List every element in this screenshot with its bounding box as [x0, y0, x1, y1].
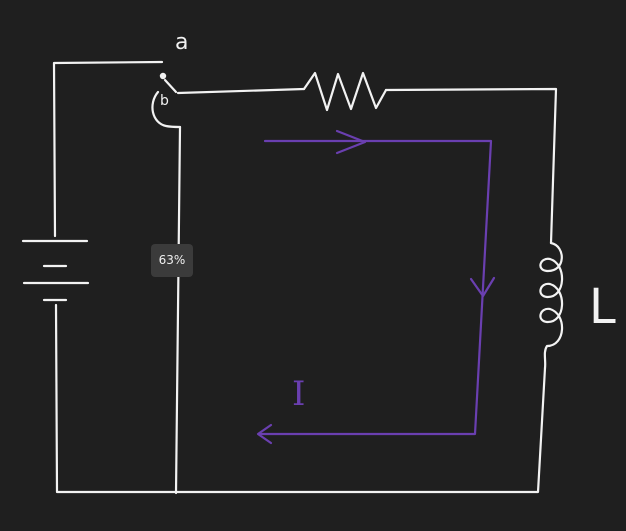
inductor-coil [539, 241, 564, 370]
switch-terminal-a [159, 72, 167, 80]
switch-blade [163, 78, 178, 94]
current-path [258, 139, 493, 436]
switch [151, 72, 182, 129]
inductor-label: L [589, 279, 616, 335]
zoom-level-badge: 63% [151, 244, 193, 277]
battery-to-switch-a-wire [52, 60, 164, 238]
switch-terminal-a-label: a [175, 30, 188, 55]
switch-terminal-b-label: b [160, 93, 169, 109]
current-label: I [292, 374, 305, 414]
current-loop [256, 129, 496, 445]
switch-b-to-resistor-wire [176, 87, 306, 95]
switch-bypass-wire [174, 125, 182, 495]
current-arrow-top [335, 129, 367, 155]
switch-terminal-b-hook [151, 90, 182, 129]
current-arrow-right [469, 276, 496, 298]
current-arrow-bottom [256, 423, 273, 445]
battery [21, 239, 90, 302]
resistor [302, 71, 388, 112]
battery-to-bottom-wire [54, 303, 547, 494]
resistor-to-inductor-wire [384, 87, 558, 245]
circuit-wires [52, 60, 558, 495]
